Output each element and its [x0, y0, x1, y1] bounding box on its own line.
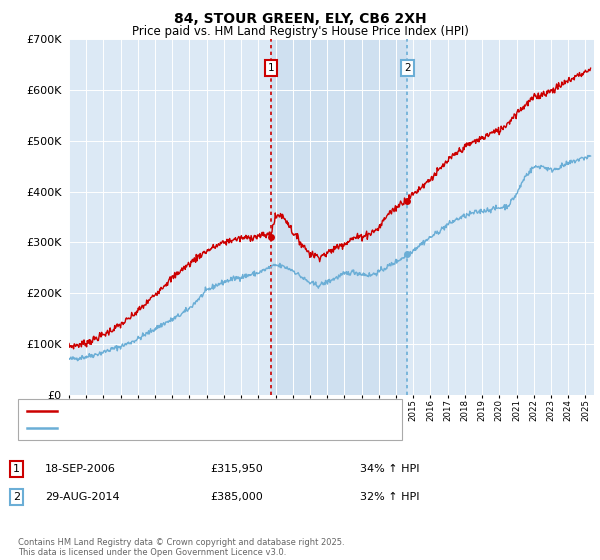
Text: 18-SEP-2006: 18-SEP-2006	[45, 464, 116, 474]
Text: 2: 2	[13, 492, 20, 502]
Text: 1: 1	[13, 464, 20, 474]
Text: 2: 2	[404, 63, 411, 73]
Text: 84, STOUR GREEN, ELY, CB6 2XH (detached house): 84, STOUR GREEN, ELY, CB6 2XH (detached …	[63, 405, 329, 416]
Text: Contains HM Land Registry data © Crown copyright and database right 2025.
This d: Contains HM Land Registry data © Crown c…	[18, 538, 344, 557]
Text: 34% ↑ HPI: 34% ↑ HPI	[360, 464, 419, 474]
Text: £385,000: £385,000	[210, 492, 263, 502]
Bar	[271, 39, 407, 395]
Text: 29-AUG-2014: 29-AUG-2014	[45, 492, 119, 502]
Text: £315,950: £315,950	[210, 464, 263, 474]
Text: 84, STOUR GREEN, ELY, CB6 2XH: 84, STOUR GREEN, ELY, CB6 2XH	[173, 12, 427, 26]
Text: HPI: Average price, detached house, East Cambridgeshire: HPI: Average price, detached house, East…	[63, 423, 365, 433]
Text: Price paid vs. HM Land Registry's House Price Index (HPI): Price paid vs. HM Land Registry's House …	[131, 25, 469, 38]
Text: 1: 1	[268, 63, 274, 73]
Text: 32% ↑ HPI: 32% ↑ HPI	[360, 492, 419, 502]
